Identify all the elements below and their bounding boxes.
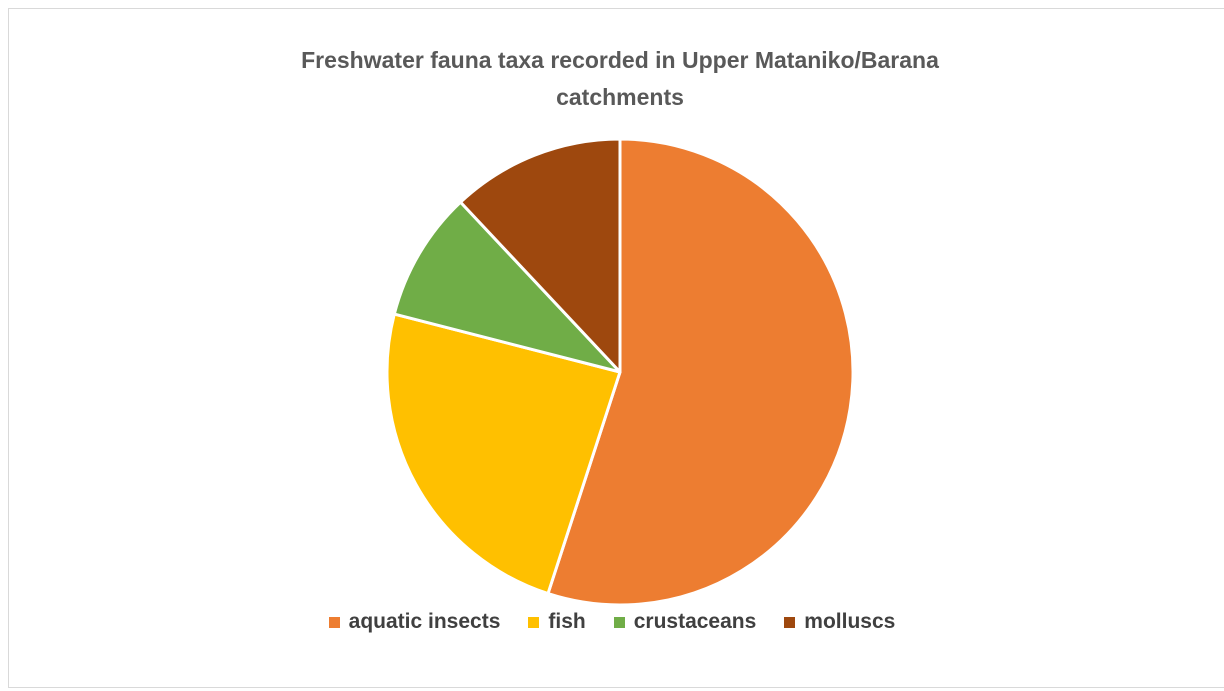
legend: aquatic insects fish crustaceans molluscs xyxy=(0,610,1224,634)
legend-swatch xyxy=(328,616,340,628)
pie-slice xyxy=(392,200,622,374)
legend-item: molluscs xyxy=(784,610,895,634)
legend-item: crustaceans xyxy=(613,610,757,634)
legend-label: molluscs xyxy=(804,610,896,633)
legend-item: aquatic insects xyxy=(328,610,501,634)
pie-slice xyxy=(459,137,622,374)
legend-swatch xyxy=(528,616,540,628)
legend-label: crustaceans xyxy=(633,610,757,633)
legend-label: aquatic insects xyxy=(348,610,501,633)
legend-label: fish xyxy=(548,610,586,633)
chart-frame xyxy=(8,8,1224,688)
pie-slice xyxy=(385,312,622,596)
chart-title: Freshwater fauna taxa recorded in Upper … xyxy=(301,47,939,110)
pie-slice xyxy=(546,137,855,607)
legend-item: fish xyxy=(528,610,586,634)
legend-swatch xyxy=(784,616,796,628)
legend-swatch xyxy=(613,616,625,628)
